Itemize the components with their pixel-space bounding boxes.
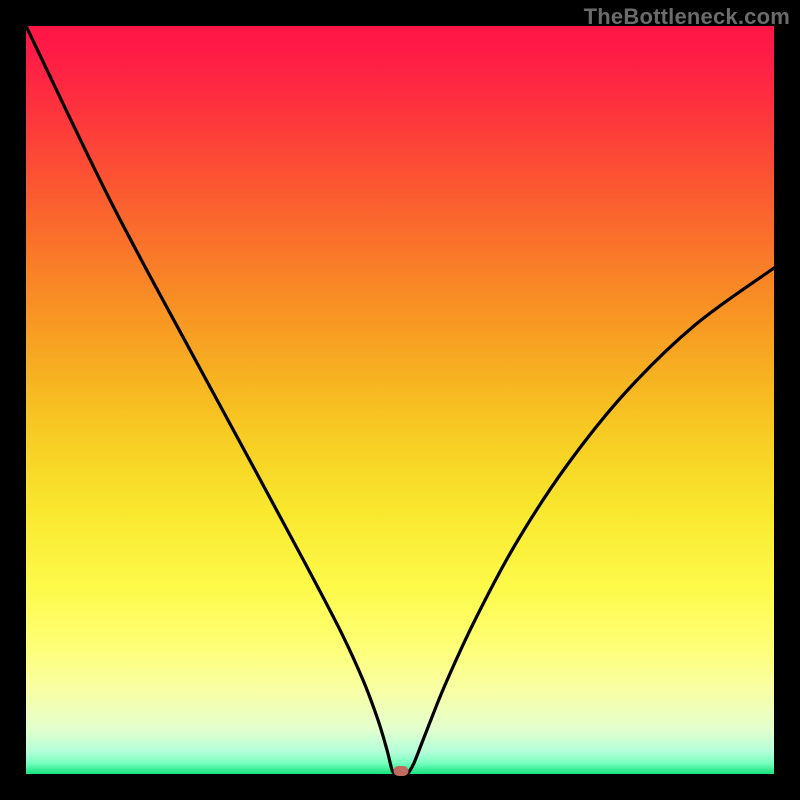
chart-container: TheBottleneck.com bbox=[0, 0, 800, 800]
gradient-background bbox=[26, 26, 774, 774]
optimal-point-marker bbox=[394, 766, 409, 776]
bottleneck-chart bbox=[0, 0, 800, 800]
watermark-text: TheBottleneck.com bbox=[584, 4, 790, 30]
